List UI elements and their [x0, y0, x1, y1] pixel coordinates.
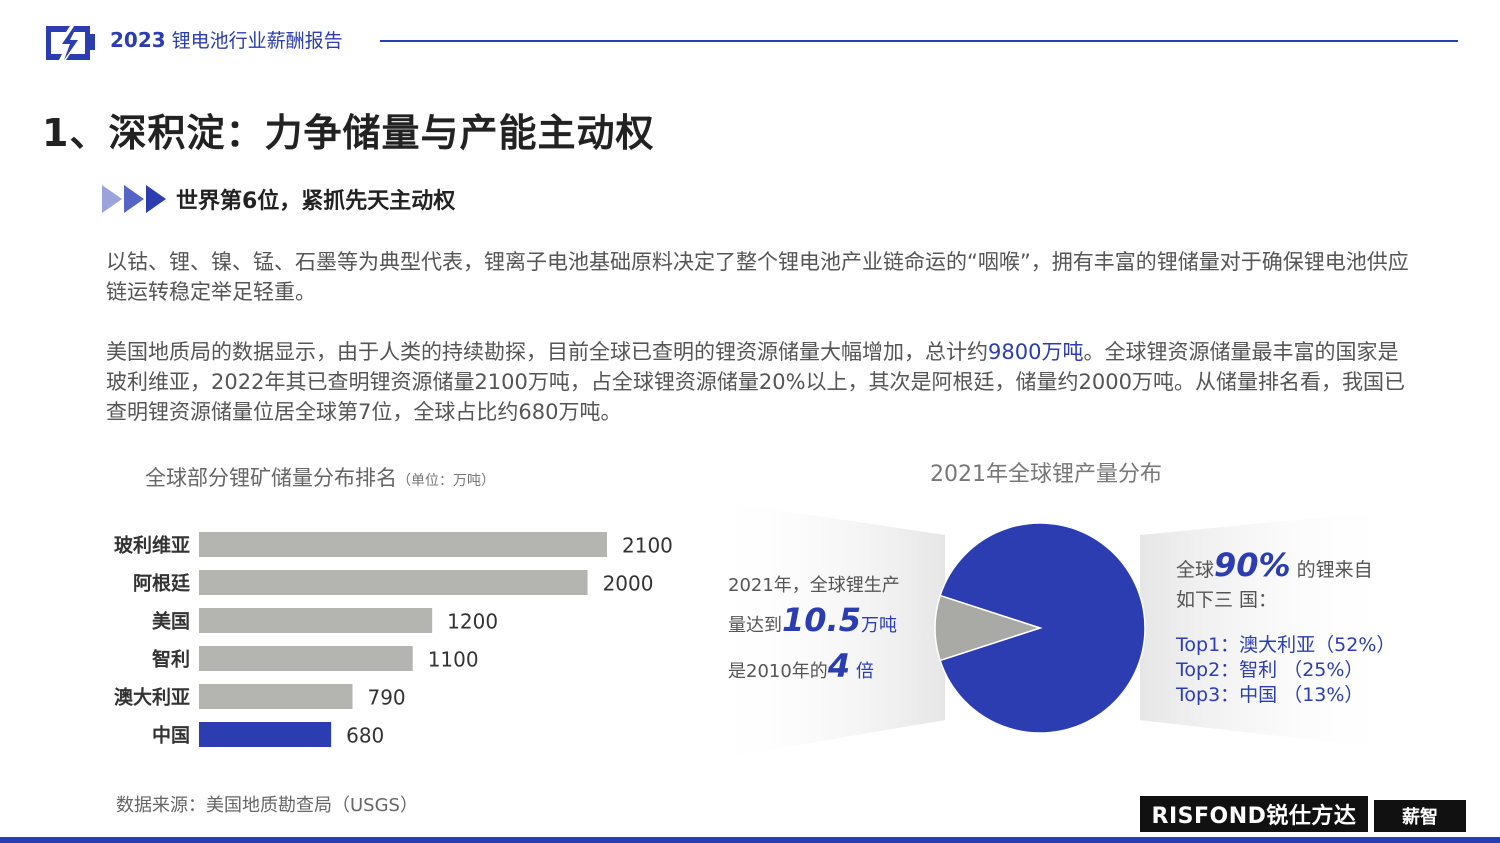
paragraph-2-part-b: 。全球锂资源储量最丰富的国家是玻利维亚，2022年其已查明锂资源储量2100万吨… [106, 340, 1406, 424]
lithium-reserve-bar-chart: 玻利维亚 2100 阿根廷 2000 美国 1200 智利 1100 澳大利亚 790 中国 680 [114, 532, 673, 748]
bar [199, 608, 433, 633]
risfond-logo: RISFOND锐仕方达 [1140, 796, 1368, 832]
top-producer-2: Top2：智利 （25%） [1176, 659, 1364, 681]
bar-chart-unit: （单位：万吨） [397, 473, 495, 489]
bar [199, 722, 332, 747]
bar [199, 646, 413, 671]
bar-value-label: 2000 [603, 572, 654, 596]
growth-prefix: 是2010年的 [728, 661, 828, 682]
bar-value-label: 2100 [622, 534, 673, 558]
bottom-divider [0, 837, 1500, 843]
source-countries-line-1: 全球90% 的锂来自 [1176, 548, 1486, 587]
bar-chart-title: 全球部分锂矿储量分布排名（单位：万吨） [145, 462, 495, 492]
share-percent: 90% [1214, 546, 1291, 584]
bar [199, 684, 353, 709]
bar-category-label: 澳大利亚 [114, 686, 190, 709]
report-name: 锂电池行业薪酬报告 [171, 30, 343, 52]
section-title: 1、深积淀：力争储量与产能主动权 [42, 111, 655, 155]
lithium-production-pie-chart [710, 500, 1400, 760]
pie-slice [934, 594, 1043, 662]
production-unit: 万吨 [860, 615, 897, 636]
paragraph-2: 美国地质局的数据显示，由于人类的持续勘探，目前全球已查明的锂资源储量大幅增加，总… [106, 337, 1416, 427]
right-spotlight [1140, 510, 1400, 750]
bar-value-label: 1100 [428, 648, 479, 672]
bar-value-label: 680 [346, 724, 384, 748]
growth-unit: 倍 [855, 661, 874, 682]
paragraph-1: 以钴、锂、镍、锰、石墨等为典型代表，锂离子电池基础原料决定了整个锂电池产业链命运… [106, 250, 1409, 304]
top-producers-list: Top1：澳大利亚（52%） Top2：智利 （25%） Top3：中国 （13… [1176, 633, 1486, 708]
reserve-total-highlight: 9800万吨 [988, 340, 1084, 364]
growth-multiple: 4 [827, 647, 851, 685]
header-divider [380, 40, 1458, 42]
bar-category-label: 智利 [152, 648, 190, 671]
production-note-prefix: 量达到 [728, 615, 782, 636]
battery-logo-icon [46, 26, 95, 60]
left-spotlight [710, 500, 945, 760]
xinzhi-logo: 薪智 [1374, 800, 1466, 832]
report-year: 2023 [110, 28, 166, 52]
bar-category-label: 阿根廷 [133, 572, 191, 595]
pie-slice [939, 522, 1146, 734]
share-suffix: 的锂来自 [1290, 559, 1373, 581]
bar-value-label: 1200 [447, 610, 498, 634]
subheading: 世界第6位，紧抓先天主动权 [102, 184, 455, 214]
share-prefix: 全球 [1176, 559, 1215, 581]
bar-category-label: 中国 [152, 724, 190, 747]
bar-category-label: 美国 [152, 610, 190, 633]
top-producer-1: Top1：澳大利亚（52%） [1176, 634, 1396, 656]
bar [199, 532, 607, 557]
triple-arrow-icon [102, 185, 166, 213]
production-note-line-3: 是2010年的4 倍 [728, 650, 874, 686]
bar-chart-title-text: 全球部分锂矿储量分布排名 [145, 466, 397, 490]
subheading-text: 世界第6位，紧抓先天主动权 [176, 189, 456, 214]
pie-chart-title: 2021年全球锂产量分布 [930, 462, 1162, 487]
bar-value-label: 790 [367, 686, 405, 710]
paragraph-2-part-a: 美国地质局的数据显示，由于人类的持续勘探，目前全球已查明的锂资源储量大幅增加，总… [106, 340, 988, 364]
top-producer-3: Top3：中国 （13%） [1176, 684, 1364, 706]
production-amount: 10.5 [782, 601, 861, 639]
bar [199, 570, 588, 595]
source-countries-line-2: 如下三 国： [1176, 589, 1278, 611]
data-source: 数据来源：美国地质勘查局（USGS） [116, 795, 418, 816]
production-note-line-2: 量达到10.5万吨 [728, 604, 897, 640]
source-countries-note: 全球90% 的锂来自 如下三 国： Top1：澳大利亚（52%） Top2：智利… [1176, 548, 1486, 708]
bar-category-label: 玻利维亚 [114, 534, 190, 557]
report-title: 2023 锂电池行业薪酬报告 [110, 26, 343, 53]
production-note-line-1: 2021年，全球锂生产 [728, 575, 900, 596]
